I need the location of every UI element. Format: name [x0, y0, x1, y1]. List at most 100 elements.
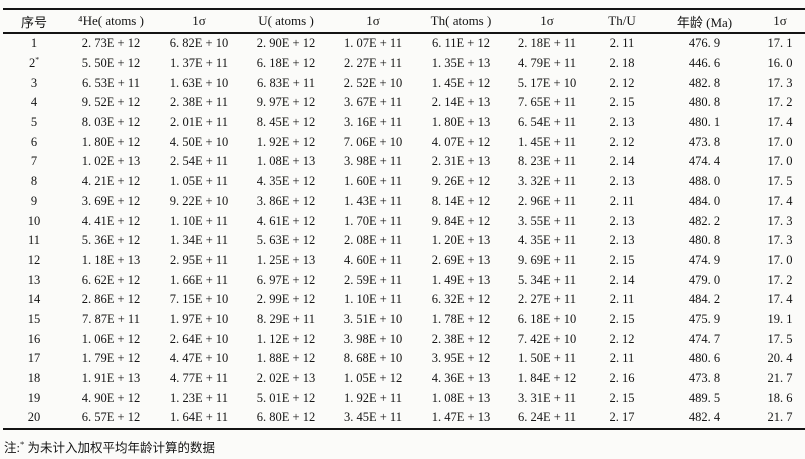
value-cell: 2. 12	[609, 75, 635, 90]
value-cell: 482. 8	[688, 75, 721, 90]
table-row: 8 4. 21E + 12 1. 05E + 11 4. 35E + 12 1. 60E…	[3, 172, 805, 192]
serial-cell: 3	[30, 75, 38, 90]
value-cell: 2. 27E + 11	[344, 56, 402, 71]
column-header-3: U( atoms )	[241, 9, 331, 34]
value-cell: 3. 86E + 12	[256, 193, 316, 208]
value-cell: 1. 91E + 13	[81, 371, 141, 386]
value-cell: 5. 17E + 10	[517, 75, 577, 90]
value-cell: 2. 59E + 11	[344, 272, 402, 287]
value-cell: 1. 70E + 11	[344, 213, 402, 228]
value-cell: 484. 2	[688, 292, 721, 307]
value-cell: 1. 35E + 13	[431, 56, 491, 71]
value-cell: 1. 06E + 12	[81, 331, 141, 346]
table-row: 19 4. 90E + 12 1. 23E + 11 5. 01E + 12 1. 92…	[3, 388, 805, 408]
value-cell: 7. 15E + 10	[169, 292, 229, 307]
value-cell: 8. 14E + 12	[431, 193, 491, 208]
value-cell: 2. 12	[609, 331, 635, 346]
value-cell: 482. 4	[688, 410, 721, 425]
column-header-4: 1σ	[331, 9, 415, 34]
value-cell: 17. 3	[767, 75, 793, 90]
value-cell: 3. 45E + 11	[344, 410, 402, 425]
value-cell: 6. 18E + 12	[256, 56, 316, 71]
value-cell: 1. 12E + 12	[256, 331, 316, 346]
value-cell: 489. 5	[688, 390, 721, 405]
value-cell: 9. 97E + 12	[256, 95, 316, 110]
value-cell: 19. 1	[767, 311, 793, 326]
value-cell: 3. 51E + 10	[343, 311, 403, 326]
table-row: 9 3. 69E + 12 9. 22E + 10 3. 86E + 12 1. 43E…	[3, 192, 805, 212]
value-cell: 9. 52E + 12	[81, 95, 141, 110]
serial-cell: 9	[30, 193, 38, 208]
value-cell: 4. 07E + 12	[431, 134, 491, 149]
value-cell: 1. 37E + 11	[170, 56, 228, 71]
value-cell: 21. 7	[767, 371, 793, 386]
value-cell: 6. 32E + 12	[431, 292, 491, 307]
value-cell: 1. 10E + 11	[344, 292, 402, 307]
value-cell: 6. 54E + 11	[518, 115, 576, 130]
value-cell: 6. 97E + 12	[256, 272, 316, 287]
value-cell: 5. 01E + 12	[256, 390, 316, 405]
value-cell: 5. 50E + 12	[81, 56, 141, 71]
value-cell: 4. 90E + 12	[81, 390, 141, 405]
value-cell: 3. 95E + 12	[431, 351, 491, 366]
table-row: 5 8. 03E + 12 2. 01E + 11 8. 45E + 12 3. 16E…	[3, 113, 805, 133]
value-cell: 7. 65E + 11	[518, 95, 576, 110]
value-cell: 4. 77E + 11	[170, 371, 228, 386]
footnote-asterisk-marker: *	[19, 438, 25, 449]
value-cell: 2. 54E + 11	[170, 154, 228, 169]
footnote-prefix: 注:	[4, 440, 20, 455]
table-row: 14 2. 86E + 12 7. 15E + 10 2. 99E + 12 1. 10…	[3, 290, 805, 310]
value-cell: 1. 92E + 11	[344, 390, 402, 405]
value-cell: 1. 45E + 12	[431, 75, 491, 90]
value-cell: 2. 17	[609, 410, 635, 425]
serial-cell: 14	[27, 292, 41, 307]
value-cell: 1. 25E + 13	[256, 252, 316, 267]
value-cell: 473. 8	[688, 371, 721, 386]
value-cell: 2. 08E + 11	[344, 233, 402, 248]
value-cell: 4. 41E + 12	[81, 213, 141, 228]
value-cell: 1. 80E + 13	[431, 115, 491, 130]
value-cell: 1. 23E + 11	[170, 390, 228, 405]
value-cell: 3. 32E + 11	[518, 174, 576, 189]
value-cell: 4. 50E + 10	[169, 134, 229, 149]
value-cell: 1. 45E + 11	[518, 134, 576, 149]
value-cell: 2. 13	[609, 233, 635, 248]
table-row: 4 9. 52E + 12 2. 38E + 11 9. 97E + 12 3. 67E…	[3, 93, 805, 113]
value-cell: 488. 0	[688, 174, 721, 189]
value-cell: 2. 11	[609, 193, 635, 208]
value-cell: 7. 42E + 10	[517, 331, 577, 346]
value-cell: 1. 07E + 11	[344, 36, 402, 51]
column-header-0: 序号	[3, 9, 65, 34]
value-cell: 480. 1	[688, 115, 721, 130]
value-cell: 7. 06E + 10	[343, 134, 403, 149]
value-cell: 1. 05E + 11	[170, 174, 228, 189]
serial-cell: 19	[27, 390, 41, 405]
serial-cell: 8	[30, 174, 38, 189]
value-cell: 3. 16E + 11	[344, 115, 402, 130]
value-cell: 6. 11E + 12	[432, 36, 490, 51]
value-cell: 480. 8	[688, 233, 721, 248]
table-row: 16 1. 06E + 12 2. 64E + 10 1. 12E + 12 3. 98…	[3, 329, 805, 349]
column-header-7: Th/U	[587, 9, 657, 34]
value-cell: 2. 69E + 13	[431, 252, 491, 267]
value-cell: 8. 03E + 12	[81, 115, 141, 130]
value-cell: 474. 7	[688, 331, 721, 346]
value-cell: 3. 55E + 11	[518, 213, 576, 228]
value-cell: 2. 90E + 12	[256, 36, 316, 51]
column-header-1: ⁴He( atoms )	[65, 9, 157, 34]
serial-cell: 10	[27, 213, 41, 228]
value-cell: 2. 95E + 11	[170, 252, 228, 267]
value-cell: 1. 66E + 11	[170, 272, 228, 287]
value-cell: 21. 7	[767, 410, 793, 425]
header-row: 序号 ⁴He( atoms ) 1σ U( atoms ) 1σ Th( atoms ) 1…	[3, 9, 805, 34]
value-cell: 474. 9	[688, 252, 721, 267]
value-cell: 2. 16	[609, 371, 635, 386]
column-header-6: 1σ	[507, 9, 587, 34]
value-cell: 17. 3	[767, 213, 793, 228]
value-cell: 4. 60E + 11	[344, 252, 402, 267]
value-cell: 17. 2	[767, 95, 793, 110]
table-row: 11 5. 36E + 12 1. 34E + 11 5. 63E + 12 2. 08…	[3, 231, 805, 251]
value-cell: 2. 11	[609, 351, 635, 366]
value-cell: 2. 15	[609, 252, 635, 267]
value-cell: 4. 36E + 13	[431, 371, 491, 386]
